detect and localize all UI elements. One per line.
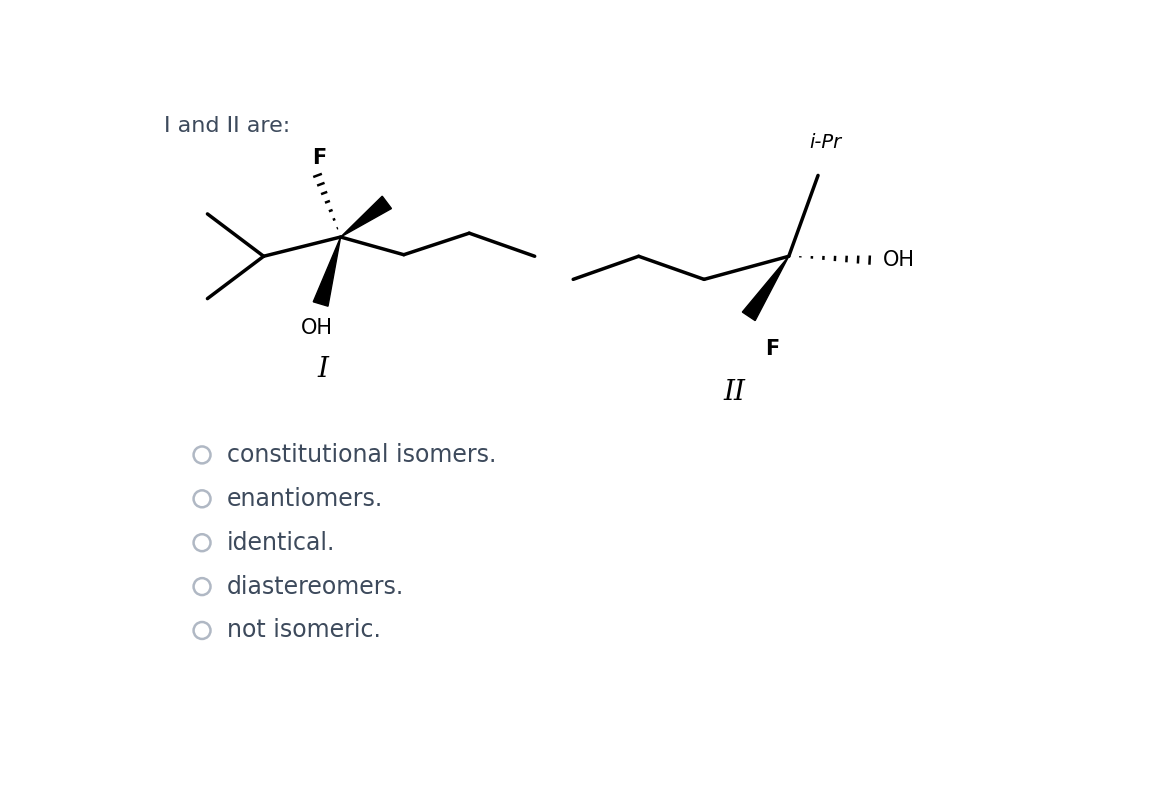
Text: I: I [317,356,329,383]
Polygon shape [742,256,789,321]
Text: II: II [724,380,745,407]
Text: I and II are:: I and II are: [163,116,290,136]
Text: not isomeric.: not isomeric. [227,619,380,642]
Text: enantiomers.: enantiomers. [227,487,383,511]
Text: F: F [312,147,326,168]
Text: diastereomers.: diastereomers. [227,574,404,599]
Text: F: F [764,339,780,359]
Text: constitutional isomers.: constitutional isomers. [227,443,497,467]
Text: identical.: identical. [227,530,335,555]
Polygon shape [340,196,391,237]
Text: i-Pr: i-Pr [810,133,842,152]
Text: OH: OH [883,250,915,270]
Polygon shape [313,237,340,307]
Text: OH: OH [301,318,332,338]
